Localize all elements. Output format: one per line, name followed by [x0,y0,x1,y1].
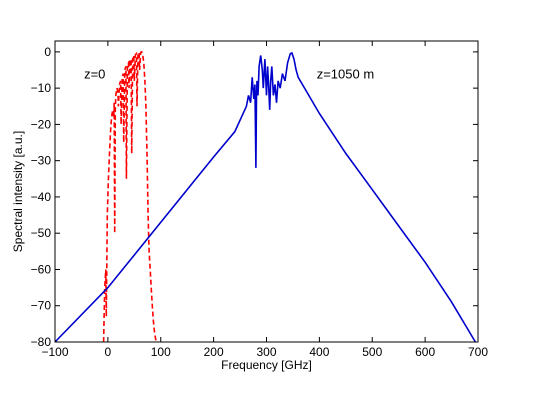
x-tick-label: 0 [105,345,112,359]
series-layer [54,50,477,343]
x-tick-label: 700 [468,345,488,359]
x-tick-label: 500 [362,345,382,359]
y-tick-label: −40 [31,190,52,204]
series-line-1 [54,51,477,343]
x-tick-label: −100 [41,345,68,359]
x-tick-label: 400 [309,345,329,359]
x-tick-label: 100 [151,345,171,359]
x-tick-label: 200 [204,345,224,359]
y-axis-label: Spectral intensity [a.u.] [11,131,25,252]
series-line-0 [102,50,158,343]
y-tick-label: −30 [31,154,52,168]
y-tick-label: 0 [44,45,51,59]
y-tick-label: −60 [31,262,52,276]
tick-layer: −100 0 100 200 300 400 500 600 700 0 −10 −20 −30 −40 −… [31,41,488,359]
y-tick-label: −70 [31,299,52,313]
annotation-layer: z=0 z=1050 m [84,67,374,82]
x-tick-label: 600 [415,345,435,359]
y-tick-label: −20 [31,117,52,131]
x-axis-label: Frequency [GHz] [221,358,312,372]
annotation-1: z=1050 m [317,67,374,82]
y-tick-label: −10 [31,81,52,95]
x-tick-label: 300 [256,345,276,359]
y-tick-label: −80 [31,335,52,349]
y-tick-label: −50 [31,226,52,240]
annotation-0: z=0 [84,67,105,82]
